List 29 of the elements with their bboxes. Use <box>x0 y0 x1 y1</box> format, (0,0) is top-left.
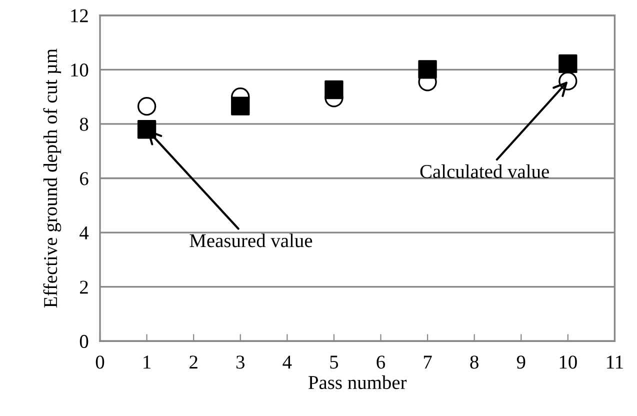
x-tick-label: 11 <box>607 356 623 368</box>
x-tick-label: 7 <box>424 356 432 368</box>
point <box>137 96 156 116</box>
point <box>231 96 250 116</box>
x-tick-label: 2 <box>190 356 198 368</box>
y-tick-label: 4 <box>80 226 89 240</box>
x-tick-label: 1 <box>144 356 150 368</box>
x-tick-label: 3 <box>236 356 244 369</box>
y-tick-label: 12 <box>71 9 88 22</box>
x-tick-label: 6 <box>376 356 386 369</box>
y-axis-title: Effective ground depth of cut µm <box>43 48 62 308</box>
point <box>418 60 437 79</box>
x-axis-title: Pass number <box>308 375 407 390</box>
y-tick-label: 2 <box>80 280 88 294</box>
x-tick-label: 0 <box>96 356 104 369</box>
y-tick-label: 6 <box>80 172 88 186</box>
y-tick-label: 10 <box>71 63 88 77</box>
annotation: Measured value <box>190 234 312 248</box>
annotation: Calculated value <box>420 164 549 178</box>
x-tick-label: 8 <box>470 356 478 369</box>
point <box>137 120 156 139</box>
x-tick-label: 10 <box>560 356 577 369</box>
y-tick-label: 8 <box>80 118 88 131</box>
point <box>324 80 344 100</box>
x-tick-label: 9 <box>516 356 526 369</box>
point <box>558 54 578 74</box>
x-tick-label: 4 <box>282 356 292 368</box>
x-tick-label: 5 <box>330 356 338 369</box>
y-tick-label: 0 <box>80 334 88 348</box>
